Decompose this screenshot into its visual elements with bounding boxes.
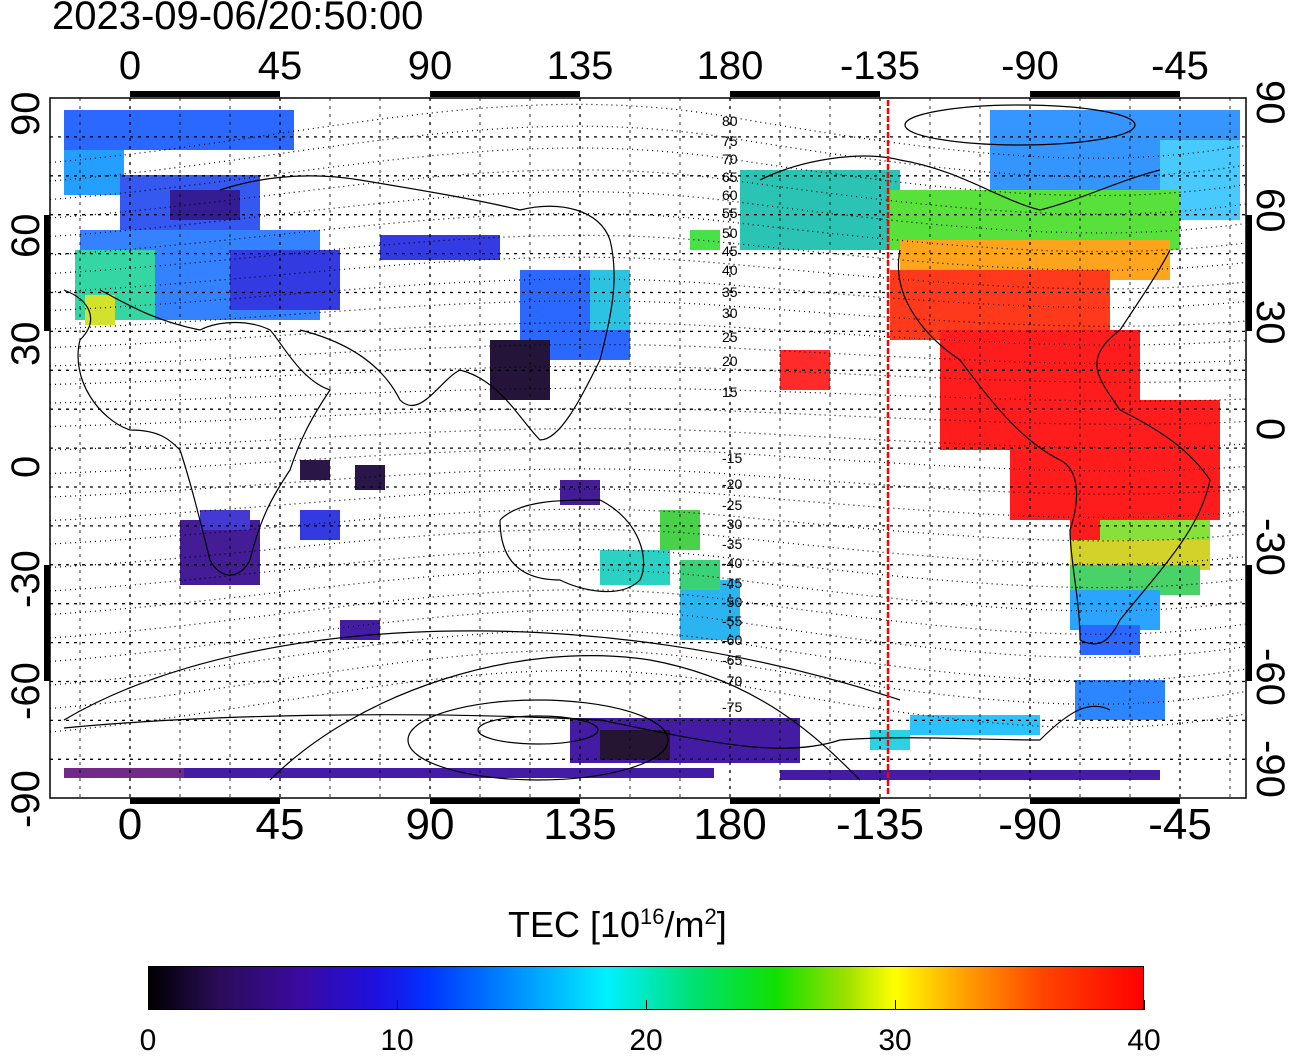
contour-label: 45	[722, 243, 738, 259]
left-latitude-label: 60	[4, 213, 48, 259]
right-latitude-label: 60	[1248, 188, 1292, 233]
frame-tick-bars	[44, 91, 1252, 804]
colorbar-tick	[148, 1000, 149, 1010]
contour-label: 60	[722, 187, 738, 203]
bottom-longitude-label: -90	[998, 800, 1062, 849]
tec-data-layer	[64, 110, 1240, 780]
bottom-longitude-label: 0	[117, 800, 143, 849]
top-longitude-label: -135	[839, 44, 921, 88]
contour-label: 15	[722, 384, 738, 400]
bottom-longitude-label: -45	[1148, 800, 1212, 849]
contour-label: -45	[722, 575, 742, 591]
top-longitude-label: 45	[257, 44, 303, 88]
contour-label: 75	[722, 133, 738, 149]
colorbar-tick	[895, 1000, 896, 1010]
top-longitude-label: 180	[696, 44, 764, 88]
left-latitude-label: -30	[4, 550, 48, 608]
contour-label: 50	[722, 225, 738, 241]
contour-label: -15	[722, 450, 742, 466]
coastlines	[63, 155, 1211, 749]
right-latitude-label: -90	[1248, 740, 1292, 798]
colorbar-tick-label: 30	[878, 1024, 912, 1057]
bottom-longitude-label: 135	[543, 800, 617, 849]
contour-label: 40	[722, 262, 738, 278]
colorbar-tick-label: 20	[629, 1024, 663, 1057]
top-longitude-label: 90	[407, 44, 453, 88]
colorbar-title: TEC [1016/m2]	[508, 904, 727, 945]
contour-label: 35	[722, 284, 738, 300]
left-latitude-label: 30	[4, 321, 48, 367]
contour-label: 25	[722, 329, 738, 345]
right-latitude-label: 0	[1248, 418, 1292, 441]
contour-label: 65	[722, 169, 738, 185]
right-latitude-label: 90	[1248, 80, 1292, 125]
contour-label: -25	[722, 497, 742, 513]
top-longitude-label: -45	[1151, 44, 1209, 88]
contour-label: -30	[722, 516, 742, 532]
contour-label: -20	[722, 476, 742, 492]
left-latitude-label: 90	[4, 91, 48, 137]
colorbar-tick-label: 10	[380, 1024, 414, 1057]
contour-label: -55	[722, 613, 742, 629]
contour-label: 70	[722, 151, 738, 167]
top-longitude-label: 0	[118, 44, 142, 88]
bottom-longitude-label: 180	[693, 800, 767, 849]
colorbar-tick	[397, 1000, 398, 1010]
contour-label: -50	[722, 594, 742, 610]
left-latitude-label: -90	[4, 770, 48, 828]
contour-label: 20	[722, 353, 738, 369]
timestamp-title: 2023-09-06/20:50:00	[52, 0, 424, 38]
right-latitude-label: -30	[1248, 518, 1292, 576]
contour-label: -35	[722, 536, 742, 552]
left-latitude-label: -60	[4, 662, 48, 720]
bottom-longitude-label: 90	[405, 800, 455, 849]
right-latitude-label: 30	[1248, 300, 1292, 345]
colorbar-tick	[646, 1000, 647, 1010]
top-longitude-label: 135	[546, 44, 614, 88]
contour-label: 30	[722, 305, 738, 321]
contour-label: -75	[722, 699, 742, 715]
contour-label: -40	[722, 555, 742, 571]
contour-label: 80	[722, 113, 738, 129]
contour-label: 55	[722, 205, 738, 221]
colorbar-tick-label: 40	[1127, 1024, 1161, 1057]
magnetic-latitude-contours	[50, 103, 1246, 733]
right-latitude-label: -60	[1248, 648, 1292, 706]
bottom-longitude-label: 45	[255, 800, 305, 849]
bottom-longitude-label: -135	[835, 800, 925, 849]
left-latitude-label: 0	[4, 455, 48, 478]
colorbar-tick-label: 0	[139, 1024, 157, 1057]
contour-label: -70	[722, 673, 742, 689]
map-frame	[49, 97, 1247, 799]
top-longitude-label: -90	[1001, 44, 1059, 88]
contour-label: -60	[722, 632, 742, 648]
contour-label: -65	[722, 652, 742, 668]
colorbar-tick	[1144, 1000, 1145, 1010]
